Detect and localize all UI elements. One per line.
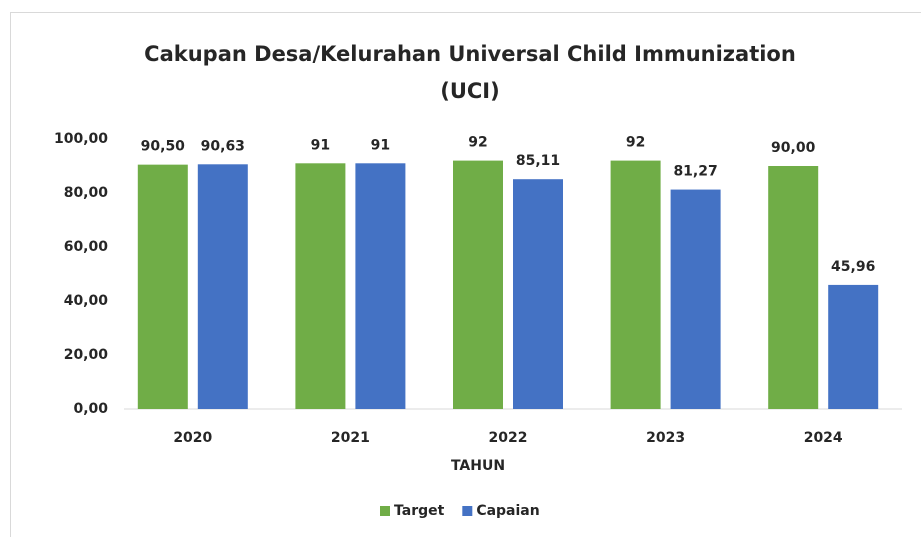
y-tick-label: 60,00: [64, 239, 109, 255]
chart-title: (UCI): [440, 79, 499, 103]
x-tick-label: 2020: [173, 430, 212, 446]
legend-label: Target: [394, 503, 445, 519]
value-label: 90,00: [771, 140, 816, 156]
bar: [768, 166, 819, 409]
bar: [197, 164, 248, 409]
y-tick-label: 100,00: [54, 131, 108, 147]
bar: [610, 160, 661, 409]
value-label: 91: [311, 137, 330, 153]
bar: [670, 189, 721, 409]
x-tick-label: 2023: [646, 430, 685, 446]
legend-swatch: [462, 506, 473, 516]
x-tick-label: 2024: [804, 430, 843, 446]
chart-title: Cakupan Desa/Kelurahan Universal Child I…: [144, 42, 796, 66]
x-tick-label: 2022: [489, 430, 528, 446]
bar: [453, 160, 503, 409]
value-label: 92: [468, 135, 487, 151]
y-tick-label: 40,00: [64, 293, 109, 309]
bar: [137, 164, 188, 409]
bar: [355, 163, 406, 409]
bar: [513, 179, 563, 409]
value-label: 81,27: [673, 164, 717, 180]
legend-label: Capaian: [476, 503, 539, 519]
value-label: 45,96: [831, 259, 875, 275]
y-tick-label: 80,00: [64, 185, 109, 201]
bar: [295, 163, 346, 409]
chart-border: [10, 12, 921, 537]
y-tick-label: 20,00: [64, 347, 109, 363]
value-label: 92: [626, 135, 645, 151]
value-label: 90,50: [141, 139, 186, 155]
y-tick-label: 0,00: [73, 401, 108, 417]
bar: [828, 284, 879, 409]
x-axis-label: TAHUN: [451, 458, 505, 474]
x-tick-label: 2021: [331, 430, 370, 446]
legend-swatch: [380, 506, 390, 516]
value-label: 91: [371, 137, 390, 153]
value-label: 85,11: [516, 153, 560, 169]
value-label: 90,63: [201, 138, 245, 154]
